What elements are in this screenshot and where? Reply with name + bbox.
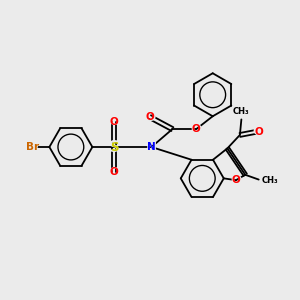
Text: CH₃: CH₃	[233, 107, 250, 116]
Text: O: O	[109, 115, 120, 128]
Text: O: O	[254, 127, 263, 137]
Text: S: S	[110, 140, 118, 154]
Text: O: O	[232, 175, 240, 185]
Text: O: O	[144, 111, 156, 124]
Text: O: O	[192, 124, 201, 134]
Text: Br: Br	[25, 140, 41, 154]
Text: O: O	[230, 174, 242, 187]
Text: O: O	[110, 167, 118, 177]
Text: O: O	[253, 125, 264, 139]
Text: N: N	[146, 140, 157, 154]
Text: N: N	[147, 142, 156, 152]
Text: O: O	[110, 117, 118, 127]
Text: O: O	[109, 166, 120, 179]
Text: S: S	[109, 140, 119, 154]
Text: CH₃: CH₃	[262, 176, 278, 185]
Text: Br: Br	[26, 142, 40, 152]
Text: O: O	[191, 123, 202, 136]
Text: O: O	[146, 112, 154, 122]
